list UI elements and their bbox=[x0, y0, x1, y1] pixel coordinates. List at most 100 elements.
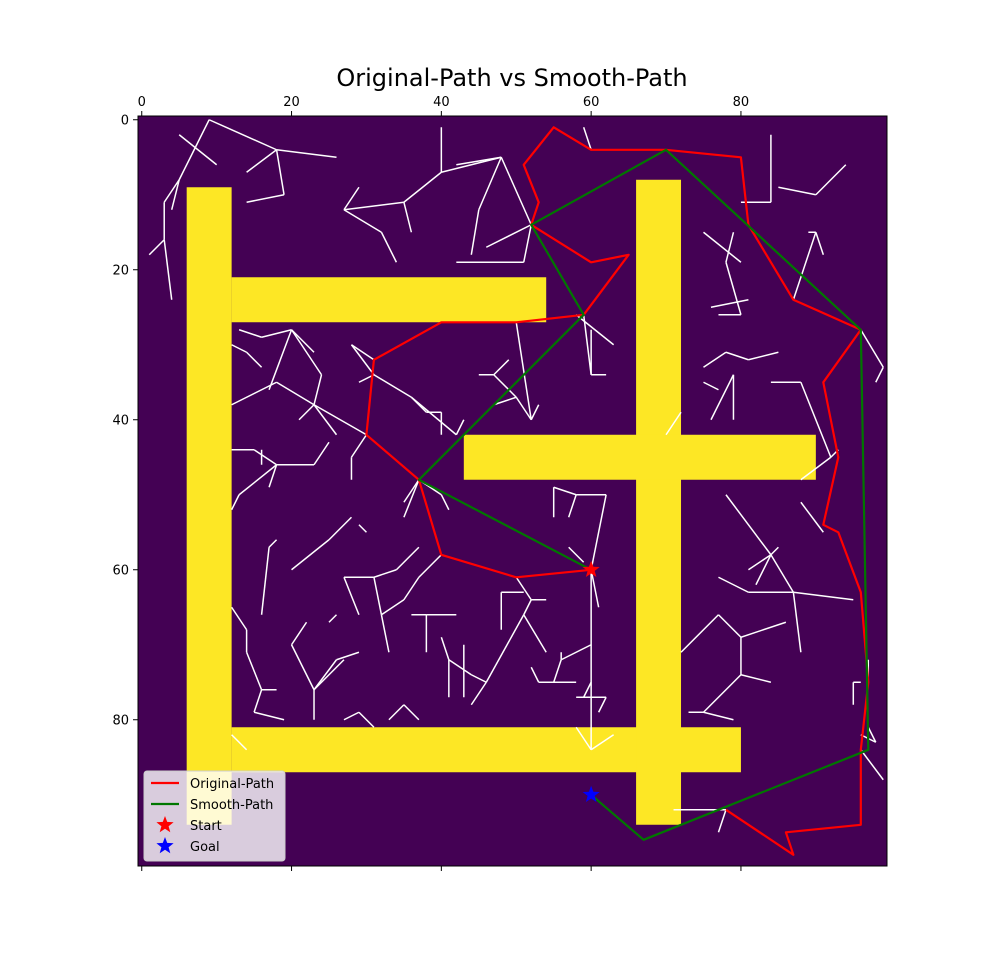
tree-edge bbox=[313, 441, 330, 466]
tree-edge bbox=[800, 381, 832, 458]
tree-edge bbox=[800, 501, 824, 533]
tree-edge bbox=[403, 171, 442, 203]
x-axis: 0 20 40 60 80 bbox=[138, 95, 749, 871]
tree-edge bbox=[230, 494, 240, 511]
start-marker bbox=[582, 560, 600, 577]
path-layer bbox=[365, 126, 870, 856]
tree-edge bbox=[725, 494, 772, 556]
tree-edge bbox=[456, 156, 502, 166]
y-tick-label: 80 bbox=[112, 713, 129, 728]
tree-edge bbox=[725, 232, 735, 263]
tree-edge bbox=[231, 381, 277, 406]
tree-edge bbox=[597, 696, 607, 713]
tree-edge bbox=[291, 329, 315, 353]
tree-edge bbox=[328, 614, 338, 623]
rrt-tree-layer bbox=[148, 119, 884, 833]
tree-edge bbox=[246, 351, 263, 368]
x-tick-label: 20 bbox=[283, 95, 300, 110]
y-tick-label: 0 bbox=[121, 113, 129, 128]
tree-edge bbox=[343, 576, 360, 616]
tree-edge bbox=[770, 554, 795, 593]
tree-edge bbox=[665, 411, 682, 436]
tree-edge bbox=[395, 546, 420, 571]
tree-edge bbox=[792, 592, 802, 653]
tree-edge bbox=[515, 576, 532, 601]
tree-edge bbox=[253, 711, 285, 721]
tree-edge bbox=[261, 329, 292, 338]
tree-edge bbox=[238, 329, 262, 338]
tree-edge bbox=[702, 674, 742, 713]
tree-edge bbox=[485, 614, 525, 683]
tree-edge bbox=[717, 614, 742, 638]
tree-edge bbox=[350, 434, 368, 458]
tree-edge bbox=[358, 524, 367, 533]
tree-edge bbox=[418, 554, 442, 578]
tree-edge bbox=[523, 614, 547, 653]
tree-edge bbox=[500, 156, 532, 226]
y-axis: 0 20 40 60 80 bbox=[112, 113, 138, 728]
tree-edge bbox=[792, 232, 817, 300]
tree-edge bbox=[793, 591, 854, 601]
tree-edge bbox=[485, 224, 532, 248]
tree-edge bbox=[231, 344, 247, 353]
legend: Original-Path Smooth-Path Start Goal bbox=[143, 770, 286, 862]
tree-edge bbox=[470, 674, 487, 683]
tree-edge bbox=[313, 659, 338, 691]
tree-edge bbox=[582, 314, 592, 375]
tree-edge bbox=[313, 404, 338, 436]
tree-edge bbox=[860, 749, 884, 781]
tree-edge bbox=[231, 734, 248, 751]
tree-edge bbox=[717, 809, 727, 833]
tree-edge bbox=[380, 614, 390, 653]
tree-edge bbox=[410, 396, 427, 413]
tree-edge bbox=[276, 149, 337, 158]
tree-edge bbox=[718, 576, 749, 593]
tree-edge bbox=[575, 726, 592, 751]
marker-layer bbox=[582, 560, 600, 802]
legend-box bbox=[143, 770, 286, 862]
tree-edge bbox=[373, 577, 383, 615]
tree-edge bbox=[313, 659, 345, 691]
tree-edge bbox=[178, 119, 210, 181]
tree-edge bbox=[351, 344, 375, 361]
tree-edge bbox=[875, 366, 884, 383]
tree-edge bbox=[523, 599, 532, 616]
tree-edge bbox=[470, 681, 487, 706]
y-tick-label: 20 bbox=[112, 263, 129, 278]
obstacle-block bbox=[463, 434, 816, 480]
tree-edge bbox=[440, 637, 450, 660]
tree-edge bbox=[530, 666, 540, 683]
tree-edge bbox=[867, 726, 877, 743]
tree-edge bbox=[260, 547, 270, 615]
tree-edge bbox=[748, 351, 779, 361]
tree-edge bbox=[290, 621, 308, 646]
tree-edge bbox=[703, 711, 734, 721]
tree-edge bbox=[290, 329, 323, 376]
tree-edge bbox=[170, 179, 180, 210]
tree-edge bbox=[478, 156, 502, 211]
tree-edge bbox=[328, 516, 352, 541]
tree-edge bbox=[515, 396, 532, 421]
tree-edge bbox=[553, 486, 577, 496]
legend-label: Start bbox=[190, 819, 222, 834]
y-tick-label: 40 bbox=[112, 413, 129, 428]
tree-edge bbox=[245, 651, 263, 691]
tree-edge bbox=[275, 149, 285, 195]
tree-edge bbox=[552, 659, 562, 683]
tree-edge bbox=[381, 599, 405, 616]
obstacle-layer bbox=[186, 179, 816, 825]
tree-edge bbox=[290, 644, 315, 691]
axes-spines bbox=[137, 115, 888, 867]
tree-edge bbox=[567, 494, 577, 518]
tree-edge bbox=[208, 119, 277, 151]
tree-edge bbox=[291, 539, 330, 571]
tree-edge bbox=[388, 704, 405, 721]
tree-edge bbox=[493, 396, 517, 406]
tree-edge bbox=[343, 209, 382, 233]
tree-edge bbox=[448, 659, 472, 676]
legend-label: Original-Path bbox=[190, 777, 274, 792]
obstacle-block bbox=[636, 179, 682, 825]
tree-edge bbox=[740, 621, 787, 638]
tree-edge bbox=[358, 711, 375, 728]
tree-edge bbox=[403, 704, 420, 721]
